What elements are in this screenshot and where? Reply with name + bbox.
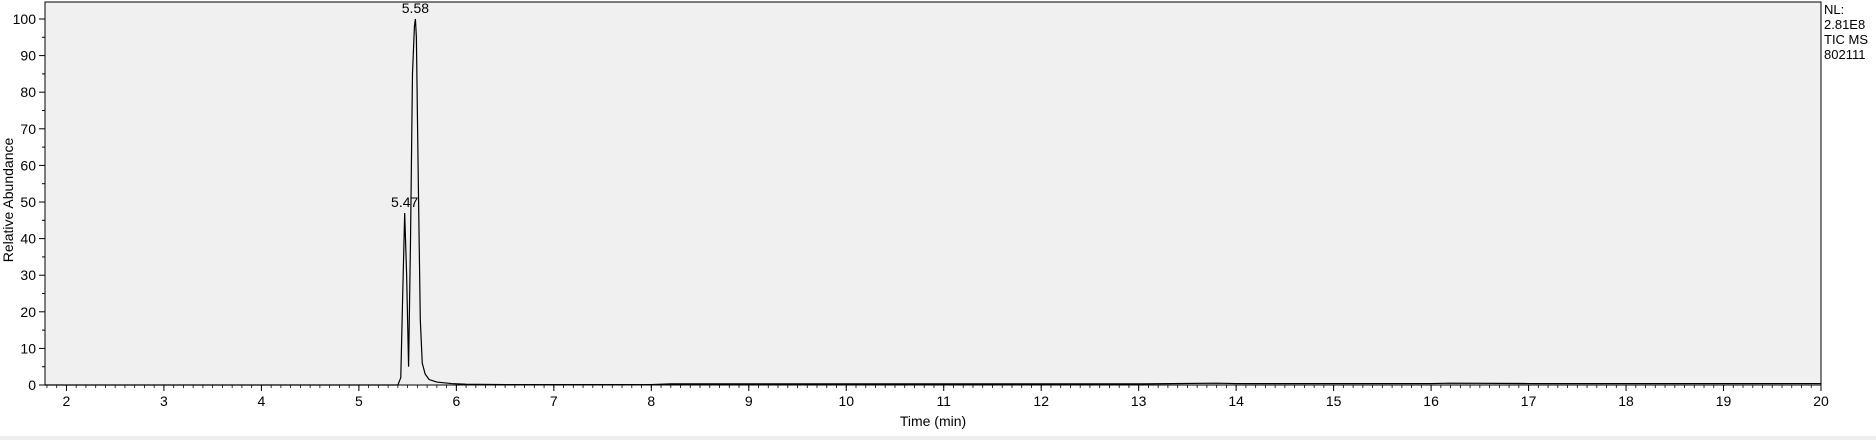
x-tick-label: 15	[1326, 393, 1342, 409]
y-tick-label: 80	[20, 84, 36, 100]
y-tick-label: 30	[20, 267, 36, 283]
y-tick-label: 0	[28, 377, 36, 393]
y-tick-label: 100	[13, 11, 37, 27]
x-tick-label: 7	[550, 393, 558, 409]
x-tick-label: 13	[1131, 393, 1147, 409]
y-tick-label: 70	[20, 121, 36, 137]
y-tick-label: 40	[20, 231, 36, 247]
x-tick-label: 14	[1228, 393, 1244, 409]
y-axis: 0 10 20 30 40 50 60 70 80 90 100	[13, 11, 45, 393]
x-tick-label: 20	[1813, 393, 1829, 409]
x-tick-label: 17	[1521, 393, 1537, 409]
x-tick-label: 2	[63, 393, 71, 409]
x-axis: 2 3 4 5 6 7 8 9 10 11 12 13 14 15 16 17 18 19 20	[46, 385, 1829, 409]
x-tick-label: 4	[257, 393, 265, 409]
plot-area	[44, 1, 1822, 386]
info-line: TIC MS	[1824, 32, 1868, 47]
x-tick-label: 8	[647, 393, 655, 409]
y-tick-label: 50	[20, 194, 36, 210]
x-tick-label: 19	[1716, 393, 1732, 409]
x-tick-label: 18	[1618, 393, 1634, 409]
x-tick-label: 3	[160, 393, 168, 409]
x-tick-label: 12	[1033, 393, 1049, 409]
y-tick-label: 20	[20, 304, 36, 320]
window-bottom-strip	[0, 436, 1876, 440]
info-line: NL:	[1824, 2, 1844, 17]
info-block: NL: 2.81E8 TIC MS 802111	[1824, 2, 1868, 62]
y-axis-label: Relative Abundance	[0, 138, 16, 263]
y-tick-label: 90	[20, 48, 36, 64]
x-axis-label: Time (min)	[900, 413, 966, 429]
x-tick-label: 10	[838, 393, 854, 409]
info-line: 802111	[1824, 47, 1865, 62]
y-tick-label: 10	[20, 340, 36, 356]
y-tick-label: 60	[20, 157, 36, 173]
x-tick-label: 6	[452, 393, 460, 409]
peak-labels: 5.58 5.47	[391, 0, 429, 210]
peak-label: 5.47	[391, 194, 418, 210]
x-tick-label: 11	[936, 393, 951, 409]
x-tick-label: 9	[745, 393, 753, 409]
tic-trace	[45, 18, 1821, 386]
info-line: 2.81E8	[1824, 17, 1865, 32]
x-tick-label: 5	[355, 393, 363, 409]
peak-label: 5.58	[402, 0, 429, 16]
x-tick-label: 16	[1423, 393, 1439, 409]
